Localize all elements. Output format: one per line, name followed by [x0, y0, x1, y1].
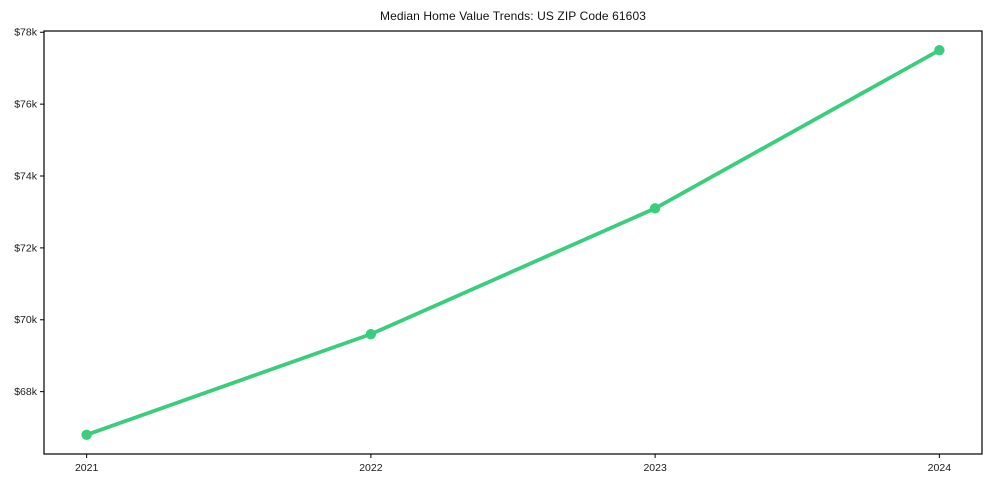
y-tick-label: $72k [14, 242, 38, 254]
x-tick-label: 2023 [643, 462, 667, 474]
data-point-2021 [81, 429, 92, 440]
x-tick-label: 2024 [928, 462, 952, 474]
y-tick-label: $78k [14, 27, 38, 39]
x-tick-label: 2021 [75, 462, 99, 474]
y-tick-label: $76k [14, 99, 38, 111]
y-tick-label: $70k [14, 314, 38, 326]
y-tick-label: $68k [14, 386, 38, 398]
data-point-2022 [365, 328, 377, 340]
x-tick-label: 2022 [359, 462, 383, 474]
y-tick-label: $74k [14, 170, 38, 182]
data-point-2024 [934, 45, 945, 56]
plot-border [43, 30, 983, 455]
trend-line [84, 48, 942, 437]
chart-title: Median Home Value Trends: US ZIP Code 61… [379, 9, 646, 23]
data-point-2023 [649, 203, 661, 214]
